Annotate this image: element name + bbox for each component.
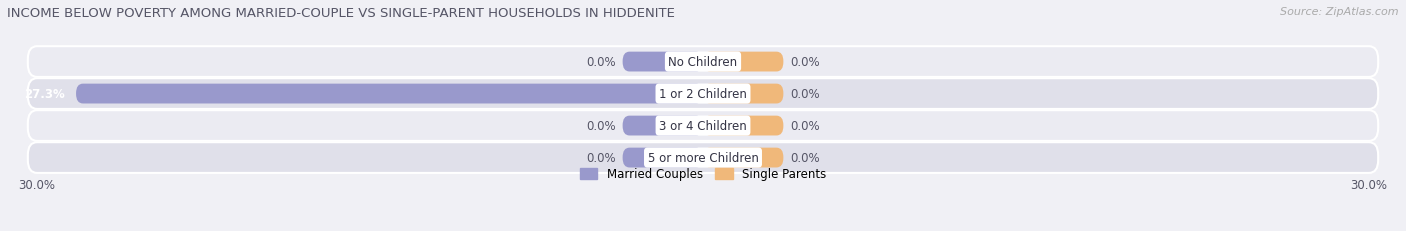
Text: 30.0%: 30.0% bbox=[1350, 179, 1388, 191]
FancyBboxPatch shape bbox=[703, 52, 783, 72]
Legend: Married Couples, Single Parents: Married Couples, Single Parents bbox=[575, 163, 831, 185]
FancyBboxPatch shape bbox=[28, 111, 1378, 141]
Text: 0.0%: 0.0% bbox=[586, 120, 616, 133]
Text: 0.0%: 0.0% bbox=[790, 120, 820, 133]
FancyBboxPatch shape bbox=[703, 148, 783, 168]
Text: 0.0%: 0.0% bbox=[586, 56, 616, 69]
Text: 0.0%: 0.0% bbox=[790, 151, 820, 164]
FancyBboxPatch shape bbox=[623, 148, 703, 168]
Text: Source: ZipAtlas.com: Source: ZipAtlas.com bbox=[1281, 7, 1399, 17]
Text: INCOME BELOW POVERTY AMONG MARRIED-COUPLE VS SINGLE-PARENT HOUSEHOLDS IN HIDDENI: INCOME BELOW POVERTY AMONG MARRIED-COUPL… bbox=[7, 7, 675, 20]
Text: 27.3%: 27.3% bbox=[24, 88, 65, 101]
Text: 0.0%: 0.0% bbox=[790, 88, 820, 101]
Text: 1 or 2 Children: 1 or 2 Children bbox=[659, 88, 747, 101]
FancyBboxPatch shape bbox=[623, 116, 703, 136]
Text: 3 or 4 Children: 3 or 4 Children bbox=[659, 120, 747, 133]
Text: 0.0%: 0.0% bbox=[790, 56, 820, 69]
FancyBboxPatch shape bbox=[703, 116, 783, 136]
FancyBboxPatch shape bbox=[28, 47, 1378, 78]
Text: No Children: No Children bbox=[668, 56, 738, 69]
FancyBboxPatch shape bbox=[703, 84, 783, 104]
FancyBboxPatch shape bbox=[28, 143, 1378, 173]
FancyBboxPatch shape bbox=[76, 84, 703, 104]
FancyBboxPatch shape bbox=[623, 52, 703, 72]
Text: 30.0%: 30.0% bbox=[18, 179, 56, 191]
Text: 0.0%: 0.0% bbox=[586, 151, 616, 164]
FancyBboxPatch shape bbox=[28, 79, 1378, 109]
Text: 5 or more Children: 5 or more Children bbox=[648, 151, 758, 164]
